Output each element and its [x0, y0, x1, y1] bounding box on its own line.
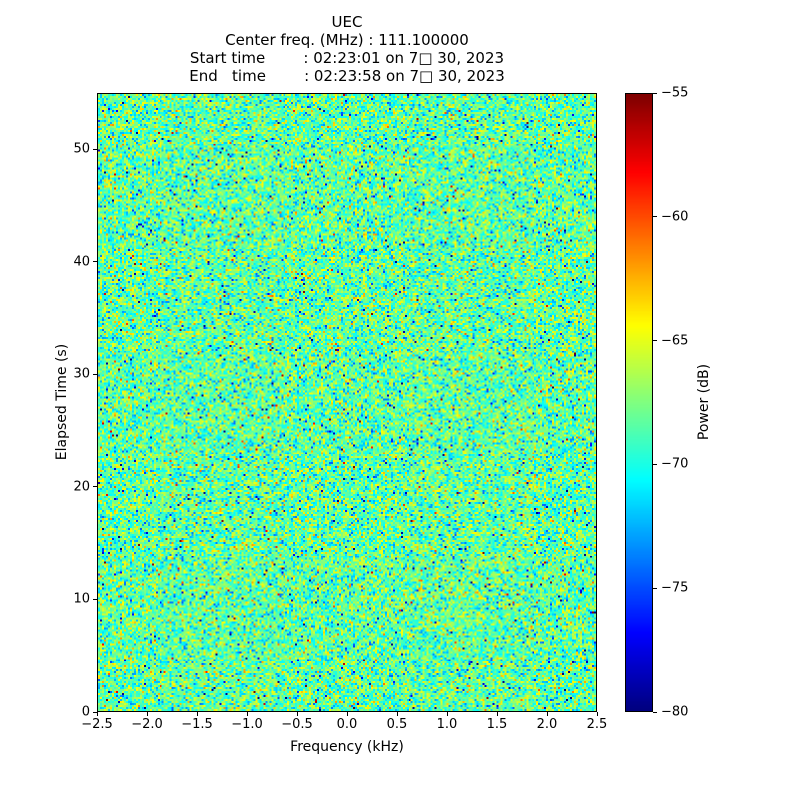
x-tick-label: 1.0: [436, 717, 458, 732]
x-tick-mark: [446, 712, 448, 716]
x-tick-mark: [496, 712, 498, 716]
x-tick-mark: [246, 712, 248, 716]
x-tick-mark: [546, 712, 548, 716]
x-axis-label: Frequency (kHz): [290, 739, 404, 755]
y-tick-label: 40: [73, 254, 90, 270]
start-time-line: Start time : 02:23:01 on 7□ 30, 2023: [189, 49, 505, 67]
colorbar-tick-label: −65: [661, 333, 689, 349]
x-tick-mark: [96, 712, 98, 716]
colorbar-tick-mark: [653, 587, 657, 589]
y-tick-mark: [93, 261, 97, 263]
x-tick-label: −2.0: [131, 717, 163, 732]
x-tick-label: −2.5: [81, 717, 113, 732]
x-tick-mark: [596, 712, 598, 716]
x-tick-mark: [146, 712, 148, 716]
x-tick-label: 0.5: [386, 717, 408, 732]
colorbar-tick-mark: [653, 216, 657, 218]
title-block: UEC Center freq. (MHz) : 111.100000 Star…: [97, 13, 597, 85]
y-tick-mark: [93, 148, 97, 150]
x-tick-label: −1.5: [181, 717, 213, 732]
colorbar-tick-mark: [653, 711, 657, 713]
colorbar-tick-label: −70: [661, 456, 689, 472]
y-tick-label: 30: [73, 366, 90, 382]
chart-title: UEC: [331, 13, 363, 31]
colorbar-tick-label: −60: [661, 209, 689, 225]
x-tick-label: 1.5: [486, 717, 508, 732]
colorbar: [625, 93, 653, 712]
colorbar-label: Power (dB): [696, 363, 712, 441]
colorbar-tick-label: −80: [661, 704, 689, 720]
x-tick-mark: [196, 712, 198, 716]
y-tick-mark: [93, 598, 97, 600]
colorbar-tick-label: −55: [661, 85, 689, 101]
x-tick-label: 2.5: [586, 717, 608, 732]
x-tick-label: 0.0: [336, 717, 358, 732]
y-tick-mark: [93, 486, 97, 488]
y-tick-label: 20: [73, 479, 90, 495]
y-tick-mark: [93, 711, 97, 713]
x-tick-mark: [396, 712, 398, 716]
plot-area: [97, 93, 597, 712]
y-tick-label: 10: [73, 591, 90, 607]
x-tick-label: −0.5: [281, 717, 313, 732]
center-freq-line: Center freq. (MHz) : 111.100000: [225, 31, 469, 49]
x-tick-mark: [296, 712, 298, 716]
colorbar-tick-label: −75: [661, 580, 689, 596]
x-tick-label: 2.0: [536, 717, 558, 732]
y-axis-label: Elapsed Time (s): [54, 343, 70, 461]
x-tick-label: −1.0: [231, 717, 263, 732]
y-tick-mark: [93, 373, 97, 375]
colorbar-tick-mark: [653, 92, 657, 94]
colorbar-tick-mark: [653, 340, 657, 342]
y-tick-label: 50: [73, 141, 90, 157]
colorbar-gradient: [626, 94, 652, 711]
colorbar-tick-mark: [653, 463, 657, 465]
x-tick-mark: [346, 712, 348, 716]
y-tick-label: 0: [81, 704, 90, 720]
spectrogram-image: [98, 94, 596, 711]
end-time-line: End time : 02:23:58 on 7□ 30, 2023: [189, 67, 505, 85]
